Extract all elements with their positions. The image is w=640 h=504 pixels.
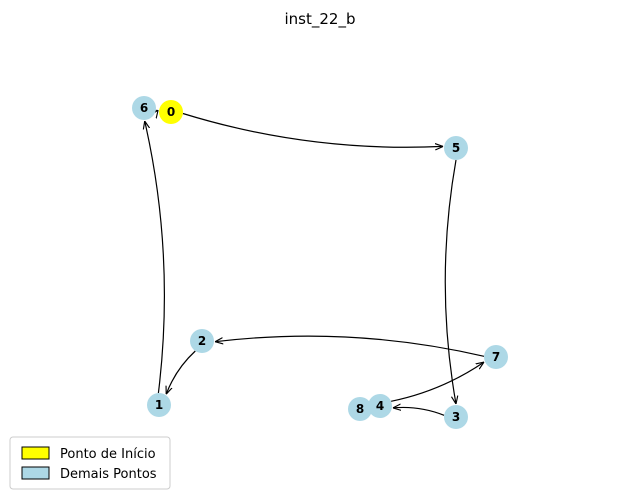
node-label-3: 3 (452, 410, 460, 424)
node-circle-5 (444, 136, 468, 160)
node-label-8: 8 (356, 402, 364, 416)
node-label-0: 0 (167, 105, 175, 119)
node-1: 1 (147, 393, 171, 417)
node-label-1: 1 (155, 398, 163, 412)
node-4: 4 (368, 394, 392, 418)
node-circle-6 (132, 96, 156, 120)
node-2: 2 (190, 329, 214, 353)
node-5: 5 (444, 136, 468, 160)
node-label-6: 6 (140, 101, 148, 115)
node-7: 7 (484, 345, 508, 369)
edge-1-to-6 (145, 121, 166, 394)
edge-6-to-0 (156, 110, 158, 111)
legend-swatch-start (21, 446, 50, 460)
node-circle-8 (348, 397, 372, 421)
edge-2-to-1 (166, 350, 196, 394)
node-label-2: 2 (198, 334, 206, 348)
node-circle-7 (484, 345, 508, 369)
legend-label-start: Ponto de Início (60, 447, 156, 462)
node-3: 3 (444, 405, 468, 429)
node-circle-1 (147, 393, 171, 417)
edge-3-to-4 (393, 407, 445, 416)
node-circle-3 (444, 405, 468, 429)
node-circle-2 (190, 329, 214, 353)
legend-swatch-other (21, 466, 50, 480)
node-6: 6 (132, 96, 156, 120)
edge-0-to-5 (182, 112, 443, 148)
node-8: 8 (348, 397, 372, 421)
edge-4-to-7 (390, 362, 484, 402)
node-circle-0 (159, 100, 183, 124)
node-label-7: 7 (492, 350, 500, 364)
node-label-5: 5 (452, 141, 460, 155)
legend: Ponto de Início Demais Pontos (9, 436, 171, 490)
legend-frame (9, 436, 171, 490)
edge-7-to-2 (215, 335, 485, 357)
figure-title: inst_22_b (285, 10, 356, 29)
node-0: 0 (159, 100, 183, 124)
node-circle-4 (368, 394, 392, 418)
edge-5-to-3 (444, 159, 456, 404)
edges-layer (145, 110, 484, 416)
nodes-layer: 0 1 2 3 4 5 6 7 8 (132, 96, 508, 429)
legend-label-other: Demais Pontos (60, 467, 157, 482)
node-label-4: 4 (376, 399, 384, 413)
